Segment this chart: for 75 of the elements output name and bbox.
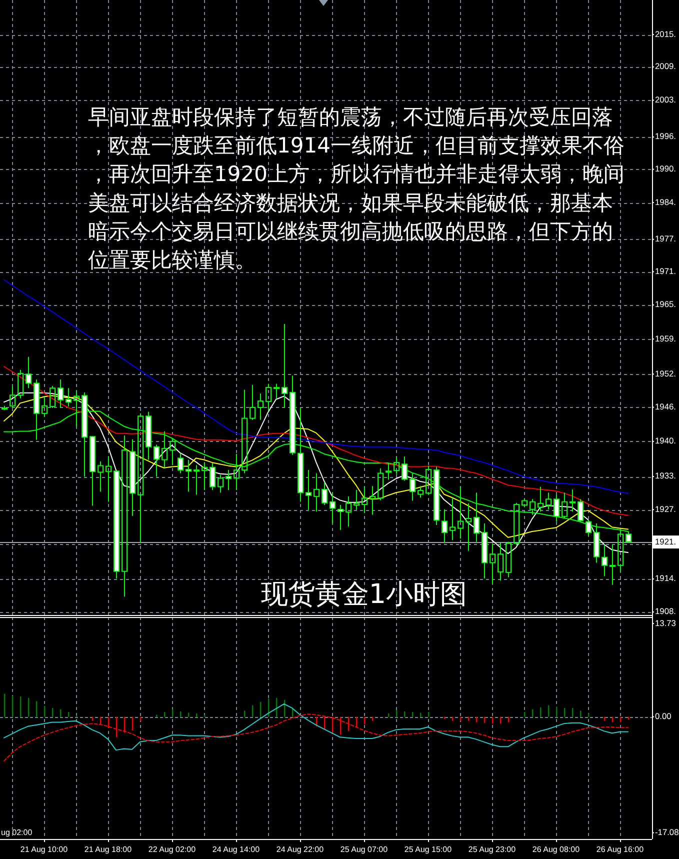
candlestick [170,438,176,466]
candlestick [394,456,400,474]
candlestick [410,472,416,502]
candlestick [362,486,368,514]
annotation: 早间亚盘时段保持了短暂的震荡，不过随后再次受压回落，欧盘一度跌至前低1914一线附近，但目前支撑效果不俗，再次回升至1920上方，所以行情也并非走得太弱，晚间美盘可以结合经济数据状况，如果早段未能破低，那基本暗示今个交易日可以继续贯彻高抛低吸的思路，但下方的位置要比较谨慎。 [88,105,624,272]
y-tick-label: 1971. [655,266,676,276]
y-tick-label: 1996. [655,131,676,142]
y-tick-label: 13.73 [655,618,676,628]
text: 现货黄金1小时图 [260,579,468,610]
candlestick [346,496,352,528]
x-tick-label: 25 Aug 23:00 [468,845,516,854]
candlestick [370,486,376,516]
candlestick [426,465,432,496]
candlestick [210,462,216,490]
y-tick-label: 1927. [655,504,676,514]
y-tick-label: 1946. [655,401,676,412]
y-tick-label: 1959. [655,333,676,344]
candlestick [442,508,448,544]
x-tick-label: 25 Aug 07:00 [340,845,388,854]
candlestick [122,435,128,598]
x-tick-label: 26 Aug 08:00 [532,845,580,854]
y-tick-label: 1952. [655,368,676,378]
y-tick-label: 1914. [655,573,676,584]
candlestick [306,470,312,510]
x-tick-label: 26 Aug 16:00 [596,845,644,854]
candlestick [354,489,360,510]
line-series [4,279,628,494]
candlestick [226,470,232,490]
y-tick-label: 1908. [655,606,676,616]
candlestick [130,438,136,516]
x-tick-label: 21 Aug 18:00 [84,845,132,854]
candlestick [258,392,264,420]
ref-line-label: 1921. [655,536,676,547]
y-tick-label: 2009. [655,61,676,72]
candlestick [498,542,504,582]
candlestick [450,498,456,541]
y-tick-label: 2003. [655,94,676,104]
x-tick-label: 22 Aug 02:00 [148,845,196,854]
candlestick [162,430,168,468]
y-tick-label: 1977. [655,234,676,244]
y-tick-label: 1933. [655,470,676,481]
line-series [4,714,628,762]
annotation: ug 02:00 [1,828,33,837]
candlestick [402,456,408,482]
candlestick [490,542,496,584]
candlestick [234,453,240,490]
candlestick [194,464,200,496]
candlestick [106,456,112,502]
candlestick [386,463,392,480]
y-tick-label: 1940. [655,436,676,446]
candlestick [506,541,512,578]
candlestick [570,488,576,512]
y-tick-label: 2015. [655,28,676,39]
y-tick-label: 1965. [655,299,676,310]
y-tick-label: -17.08 [655,826,679,837]
candlestick [466,502,472,552]
candlestick [578,498,584,522]
candlestick [610,544,616,586]
candlestick [314,472,320,512]
line-series [4,703,628,751]
y-tick-label: 1984. [655,196,676,207]
candlestick [26,356,32,389]
x-tick-label: 21 Aug 10:00 [20,845,68,854]
y-tick-label: 0.00 [655,711,672,722]
x-tick-label: 24 Aug 22:00 [276,845,324,854]
candlestick [186,459,192,492]
candlestick [538,486,544,512]
y-tick-label: 1990. [655,164,676,174]
candlestick [330,492,336,524]
candlestick [202,462,208,490]
x-tick-label: 25 Aug 15:00 [404,845,452,854]
candlestick [338,504,344,530]
candlestick [546,492,552,510]
x-tick-label: 24 Aug 14:00 [212,845,260,854]
line-series [4,366,628,516]
